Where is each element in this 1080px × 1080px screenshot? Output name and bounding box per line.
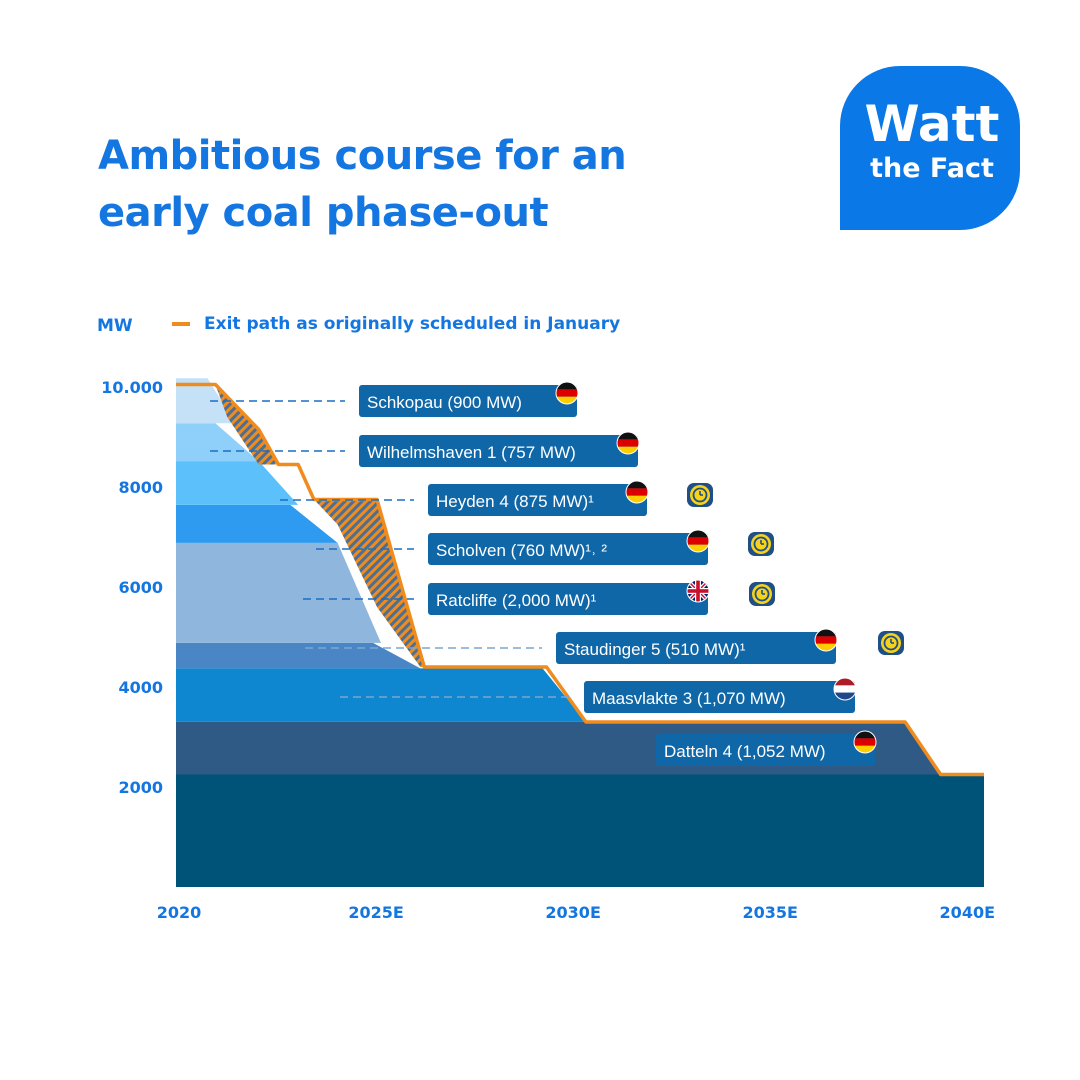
x-tick-label-2025: 2025E xyxy=(348,903,403,922)
plant-label-wilhelmshaven-1-757-mw: Wilhelmshaven 1 (757 MW) xyxy=(359,431,640,467)
delay-clock-icon xyxy=(878,631,904,655)
x-tick-label-2020: 2020 xyxy=(157,903,202,922)
area-ratcliffe-2-000-mw xyxy=(176,542,381,643)
delay-hatch-2 xyxy=(313,499,425,667)
logo-line-1: Watt xyxy=(864,95,1000,153)
area-scholven-760-mw xyxy=(176,504,338,543)
plant-label-text: Scholven (760 MW)¹˒ ² xyxy=(436,541,607,560)
plant-label-text: Ratcliffe (2,000 MW)¹ xyxy=(436,591,597,610)
flag-de-icon xyxy=(616,431,640,455)
legend-label-exit-path: Exit path as originally scheduled in Jan… xyxy=(204,314,621,334)
label-guides xyxy=(210,400,570,698)
legend: Exit path as originally scheduled in Jan… xyxy=(172,314,620,334)
plant-label-staudinger-5-510-mw: Staudinger 5 (510 MW)¹ xyxy=(556,628,904,664)
plant-label-text: Schkopau (900 MW) xyxy=(367,393,522,412)
x-tick-label-2035: 2035E xyxy=(742,903,797,922)
plant-label-text: Heyden 4 (875 MW)¹ xyxy=(436,492,594,511)
plant-label-text: Staudinger 5 (510 MW)¹ xyxy=(564,640,746,659)
plant-label-box xyxy=(428,583,708,615)
legend-swatch-exit-path xyxy=(172,322,190,326)
plant-label-datteln-4-1-052-mw: Datteln 4 (1,052 MW) xyxy=(656,730,877,766)
flag-de-icon xyxy=(814,628,838,652)
delay-clock-icon xyxy=(749,582,775,606)
delay-clock-icon xyxy=(748,532,774,556)
delay-hatches xyxy=(215,384,425,667)
plant-label-box xyxy=(359,385,577,417)
flag-de-icon xyxy=(555,381,579,405)
flag-nl-icon xyxy=(833,677,857,701)
delay-hatch-1 xyxy=(215,384,279,465)
plant-label-maasvlakte-3-1-070-mw: Maasvlakte 3 (1,070 MW) xyxy=(584,677,857,713)
flag-de-icon xyxy=(853,730,877,754)
y-axis-unit: MW xyxy=(97,316,133,336)
delay-clock-icon xyxy=(687,483,713,507)
plant-label-box xyxy=(359,435,638,467)
plant-label-ratcliffe-2-000-mw: Ratcliffe (2,000 MW)¹ xyxy=(428,579,775,615)
plant-label-text: Maasvlakte 3 (1,070 MW) xyxy=(592,689,786,708)
area-base-band xyxy=(176,774,984,887)
area-staudinger-5-510-mw xyxy=(176,642,421,669)
flag-gb-icon xyxy=(686,579,710,603)
area-schkopau-900-mw xyxy=(176,378,236,424)
plant-label-box xyxy=(584,681,855,713)
x-tick-label-2040: 2040E xyxy=(940,903,995,922)
flag-de-icon xyxy=(686,529,710,553)
plant-labels: Schkopau (900 MW) Wilhelmshaven 1 (757 MW… xyxy=(359,381,904,766)
plant-label-box xyxy=(428,484,647,516)
plant-label-box xyxy=(556,632,836,664)
plant-label-heyden-4-875-mw: Heyden 4 (875 MW)¹ xyxy=(428,480,713,516)
y-tick-label-4000: 4000 xyxy=(118,678,163,697)
plant-label-scholven-760-mw: Scholven (760 MW)¹˒ ² xyxy=(428,529,774,565)
y-tick-label-10000: 10.000 xyxy=(101,378,163,397)
y-tick-label-8000: 8000 xyxy=(118,478,163,497)
plant-label-text: Wilhelmshaven 1 (757 MW) xyxy=(367,443,576,462)
plant-label-schkopau-900-mw: Schkopau (900 MW) xyxy=(359,381,579,417)
watt-the-fact-logo: Watt the Fact xyxy=(840,66,1020,230)
plant-label-box xyxy=(428,533,708,565)
area-maasvlakte-3-1-070-mw xyxy=(176,668,586,722)
x-axis: 2020 2025E 2030E 2035E 2040E xyxy=(157,903,995,922)
flag-de-icon xyxy=(625,480,649,504)
area-heyden-4-875-mw xyxy=(176,461,299,505)
y-tick-label-2000: 2000 xyxy=(118,778,163,797)
x-tick-label-2030: 2030E xyxy=(545,903,600,922)
logo-line-2: the Fact xyxy=(870,153,994,184)
plant-label-box xyxy=(656,734,875,766)
y-axis: 10.000 8000 6000 4000 2000 xyxy=(101,378,163,797)
plant-label-text: Datteln 4 (1,052 MW) xyxy=(664,742,826,761)
page-title: Ambitious course for an early coal phase… xyxy=(98,133,627,236)
y-tick-label-6000: 6000 xyxy=(118,578,163,597)
